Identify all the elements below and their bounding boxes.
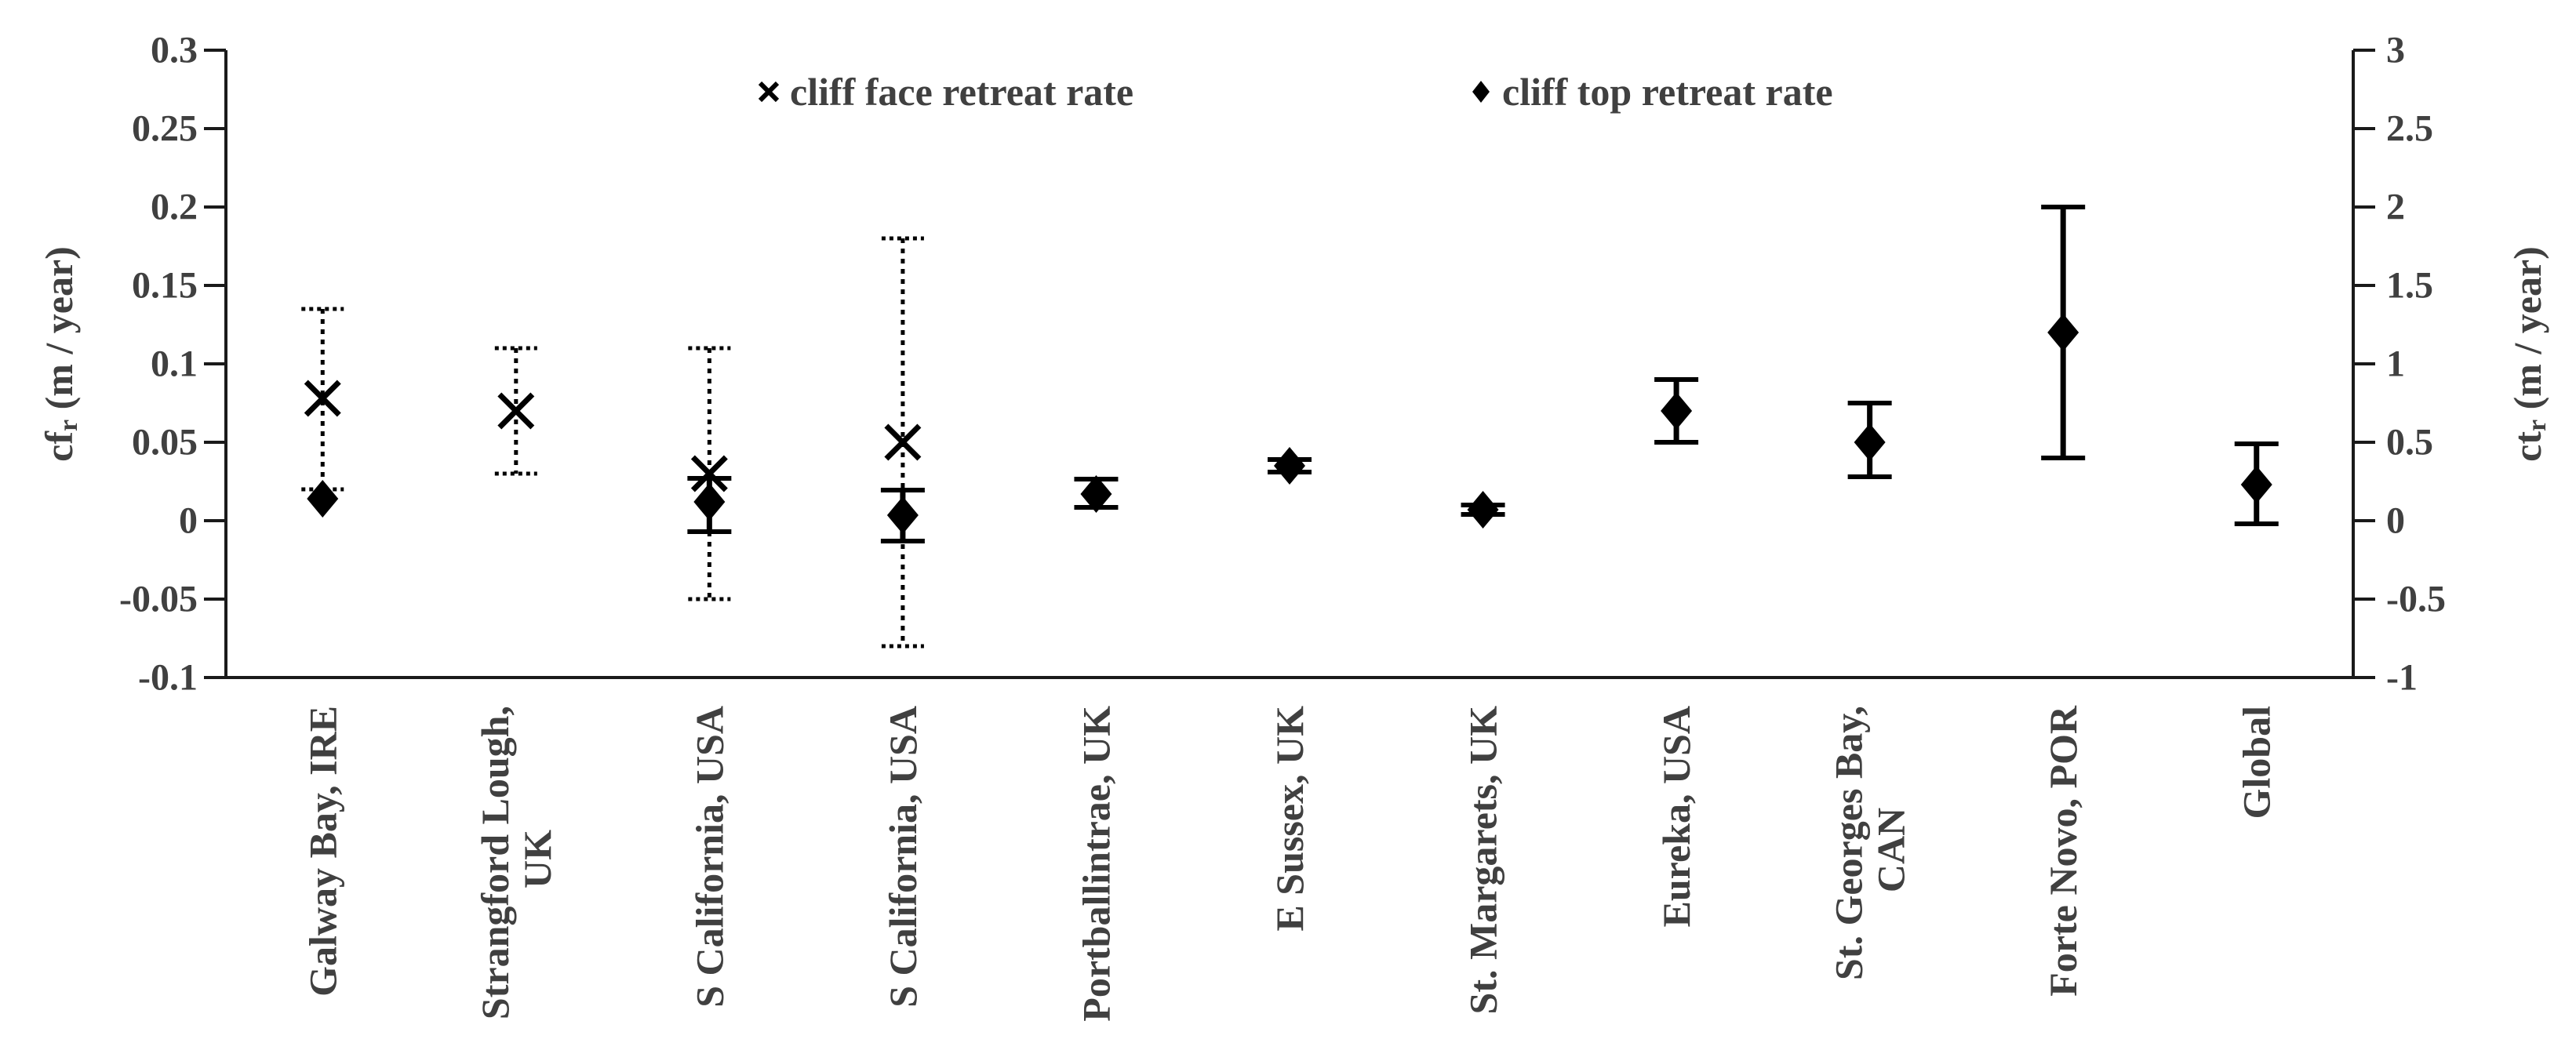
diamond-marker-icon (1472, 81, 1490, 103)
point-cliff-top-7 (1661, 392, 1693, 430)
x-axis-category-label-1: UK (515, 830, 559, 888)
point-cliff-top-4 (1080, 475, 1112, 513)
right-axis-tick-label: 0.5 (2386, 422, 2433, 463)
x-axis-category-label-3: S California, USA (881, 706, 925, 1008)
point-cliff-top-8 (1854, 423, 1886, 461)
legend: cliff face retreat rate cliff top retrea… (758, 70, 1833, 114)
x-marker-icon (758, 81, 780, 103)
x-axis-category-label-4: Portballintrae, UK (1074, 706, 1118, 1022)
left-axis-tick-label: 0 (179, 500, 198, 542)
legend-label-cliff-face: cliff face retreat rate (790, 70, 1133, 114)
x-axis-category-label-2: S California, USA (687, 706, 731, 1008)
point-cliff-top-0 (307, 480, 339, 518)
right-axis-tick-label: 1.5 (2386, 265, 2433, 307)
left-axis-tick-label: 0.25 (132, 108, 198, 150)
point-cliff-face-1 (497, 392, 535, 430)
right-axis-tick-label: 0 (2386, 500, 2405, 542)
x-axis-category-label-8: CAN (1869, 808, 1913, 892)
right-axis-title: ctr (m / year) (2505, 217, 2552, 511)
left-axis-tick-label: 0.1 (151, 343, 198, 385)
left-axis-tick-label: -0.1 (138, 657, 198, 699)
point-cliff-top-5 (1274, 447, 1305, 485)
x-axis-category-label-6: St. Margarets, UK (1461, 706, 1505, 1015)
left-axis-tick-label: -0.05 (119, 579, 198, 620)
legend-item-cliff-face: cliff face retreat rate (758, 70, 1133, 114)
point-cliff-face-0 (304, 380, 341, 417)
x-axis-category-label-0: Galway Bay, IRE (300, 706, 344, 997)
x-axis-category-label-9: Forte Novo, POR (2041, 705, 2085, 997)
x-axis-category-label-8: St. Georges Bay, (1827, 706, 1871, 980)
point-cliff-top-9 (2047, 314, 2079, 351)
left-axis-tick-label: 0.05 (132, 422, 198, 463)
point-cliff-top-6 (1467, 491, 1499, 529)
left-axis-tick-label: 0.15 (132, 265, 198, 307)
left-axis-title: cfr (m / year) (37, 217, 83, 511)
right-axis-tick-label: -0.5 (2386, 579, 2446, 620)
legend-label-cliff-top: cliff top retreat rate (1502, 70, 1833, 114)
left-axis-tick-label: 0.2 (151, 187, 198, 228)
right-axis-tick-label: 2 (2386, 187, 2405, 228)
legend-item-cliff-top: cliff top retreat rate (1472, 70, 1833, 114)
x-axis-category-label-7: Eureka, USA (1654, 706, 1698, 927)
x-axis-category-label-10: Global (2235, 706, 2279, 819)
point-cliff-face-3 (884, 423, 922, 461)
right-axis-tick-label: 3 (2386, 30, 2405, 71)
x-axis-category-label-5: E Sussex, UK (1268, 706, 1312, 932)
left-axis-tick-label: 0.3 (151, 30, 198, 71)
point-cliff-top-2 (693, 483, 726, 521)
right-axis-tick-label: 2.5 (2386, 108, 2433, 150)
plot-area: 0.3 0.25 0.2 0.15 0.1 0.05 0 -0.05 -0.1 3 2.5 2 1.5 1… (119, 30, 2446, 1022)
point-cliff-top-3 (886, 496, 919, 534)
right-axis-tick-label: 1 (2386, 343, 2405, 385)
point-cliff-face-2 (690, 455, 728, 492)
x-axis-category-label-1: Strangford Lough, (473, 706, 517, 1019)
point-cliff-top-10 (2240, 466, 2272, 503)
right-axis-tick-label: -1 (2386, 657, 2418, 699)
